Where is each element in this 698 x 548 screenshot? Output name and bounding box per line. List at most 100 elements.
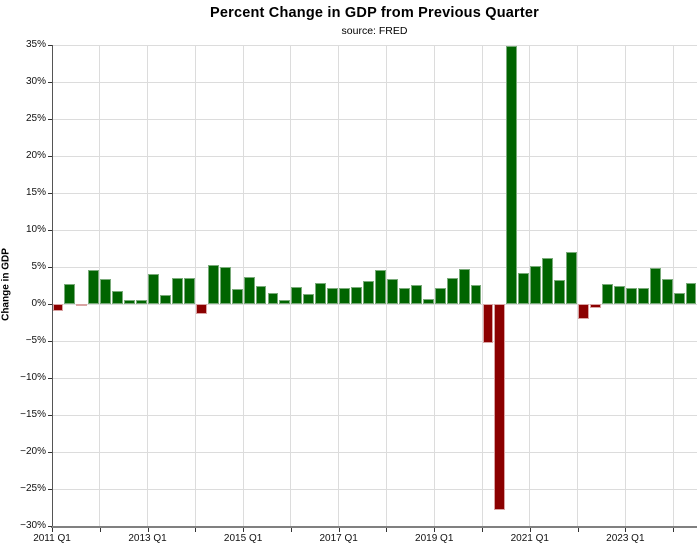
x-tick-mark xyxy=(338,528,340,532)
y-tick-label: −30% xyxy=(20,520,46,531)
y-axis-line xyxy=(52,45,53,527)
gridline-vertical xyxy=(672,45,674,526)
bar-2011-Q2 xyxy=(64,284,76,304)
y-tick-mark xyxy=(48,267,52,268)
bar-2022-Q1 xyxy=(578,304,589,319)
bar-2016-Q1 xyxy=(291,286,303,304)
bar-2012-Q1 xyxy=(100,278,112,304)
x-tick-mark xyxy=(195,528,197,532)
gridline-vertical xyxy=(433,45,435,526)
bar-2023-Q1 xyxy=(625,287,637,304)
gridline-vertical xyxy=(481,45,483,526)
bar-2012-Q4 xyxy=(136,300,148,304)
x-tick-mark xyxy=(99,528,101,532)
bar-2019-Q4 xyxy=(470,284,482,304)
bar-2017-Q4 xyxy=(375,269,386,304)
gridline-vertical xyxy=(624,45,626,526)
gridline-horizontal xyxy=(52,377,697,379)
x-axis-line xyxy=(51,526,697,528)
bar-2021-Q1 xyxy=(530,265,542,304)
gridline-horizontal xyxy=(52,451,697,453)
y-tick-label: 20% xyxy=(25,150,46,161)
x-tick-mark xyxy=(386,528,388,532)
bar-2021-Q4 xyxy=(566,252,578,304)
bar-2012-Q3 xyxy=(124,299,136,304)
x-tick-label: 2013 Q1 xyxy=(128,533,167,544)
y-tick-mark xyxy=(48,119,52,120)
y-tick-mark xyxy=(48,489,52,490)
gridline-horizontal xyxy=(52,155,697,157)
bar-2011-Q4 xyxy=(88,269,100,304)
bar-2015-Q4 xyxy=(279,299,291,304)
y-tick-label: 0% xyxy=(31,298,46,309)
gridline-vertical xyxy=(338,45,340,526)
y-tick-mark xyxy=(48,526,52,527)
y-tick-mark xyxy=(48,230,52,231)
gridline-horizontal xyxy=(52,44,697,46)
bar-2015-Q2 xyxy=(255,285,267,304)
y-tick-mark xyxy=(48,378,52,379)
bar-2017-Q1 xyxy=(339,288,351,304)
bar-2020-Q3 xyxy=(506,46,518,304)
bar-2014-Q2 xyxy=(207,264,219,304)
bar-2019-Q1 xyxy=(434,287,446,304)
bar-2014-Q3 xyxy=(219,267,231,304)
y-tick-mark xyxy=(48,341,52,342)
bar-2014-Q1 xyxy=(195,304,207,315)
bar-2024-Q2 xyxy=(685,283,697,304)
y-tick-label: −25% xyxy=(20,483,46,494)
y-axis-label: Change in GDP xyxy=(0,248,12,321)
y-tick-mark xyxy=(48,304,52,305)
gridline-horizontal xyxy=(52,266,697,268)
y-tick-label: −15% xyxy=(20,409,46,420)
y-tick-label: 35% xyxy=(25,39,46,50)
bar-2015-Q3 xyxy=(267,292,279,304)
bar-2012-Q2 xyxy=(112,290,124,304)
x-tick-mark xyxy=(529,528,531,532)
x-tick-mark xyxy=(577,528,579,532)
y-tick-mark xyxy=(48,452,52,453)
x-tick-mark xyxy=(482,528,483,532)
bar-2017-Q2 xyxy=(351,286,363,304)
bar-2015-Q1 xyxy=(243,277,255,304)
bar-2021-Q2 xyxy=(542,258,554,304)
gridline-vertical xyxy=(577,45,579,526)
bar-2020-Q1 xyxy=(482,304,494,344)
x-tick-mark xyxy=(52,528,53,532)
y-tick-mark xyxy=(48,45,52,46)
y-tick-label: 25% xyxy=(25,113,46,124)
gridline-horizontal xyxy=(52,414,697,416)
y-tick-label: −20% xyxy=(20,446,46,457)
gridline-vertical xyxy=(529,45,531,526)
bar-2018-Q4 xyxy=(422,298,434,304)
bar-2013-Q3 xyxy=(171,278,183,304)
y-tick-mark xyxy=(48,82,52,83)
gridline-vertical xyxy=(290,45,292,526)
y-tick-label: −5% xyxy=(25,335,46,346)
x-tick-mark xyxy=(434,528,436,532)
gridline-vertical xyxy=(99,45,101,526)
bar-2018-Q3 xyxy=(410,284,422,304)
bar-2016-Q3 xyxy=(315,282,327,304)
y-tick-label: −10% xyxy=(20,372,46,383)
plot-area xyxy=(52,44,697,526)
bar-2021-Q3 xyxy=(554,279,566,304)
bar-2023-Q2 xyxy=(637,288,649,304)
y-tick-label: 30% xyxy=(25,76,46,87)
bar-2022-Q4 xyxy=(613,285,625,304)
bar-2016-Q2 xyxy=(303,293,315,304)
y-tick-mark xyxy=(48,415,52,416)
y-tick-mark xyxy=(48,193,52,194)
x-tick-mark xyxy=(243,528,245,532)
bar-2011-Q1 xyxy=(52,304,64,312)
x-tick-label: 2017 Q1 xyxy=(319,533,358,544)
bar-2013-Q4 xyxy=(183,278,195,304)
bar-2020-Q2 xyxy=(494,304,506,510)
y-tick-label: 10% xyxy=(25,224,46,235)
bar-2024-Q1 xyxy=(673,292,685,304)
bar-2014-Q4 xyxy=(231,289,243,304)
bar-2018-Q2 xyxy=(398,288,410,304)
bar-2019-Q2 xyxy=(446,278,458,304)
x-tick-label: 2015 Q1 xyxy=(223,533,263,544)
